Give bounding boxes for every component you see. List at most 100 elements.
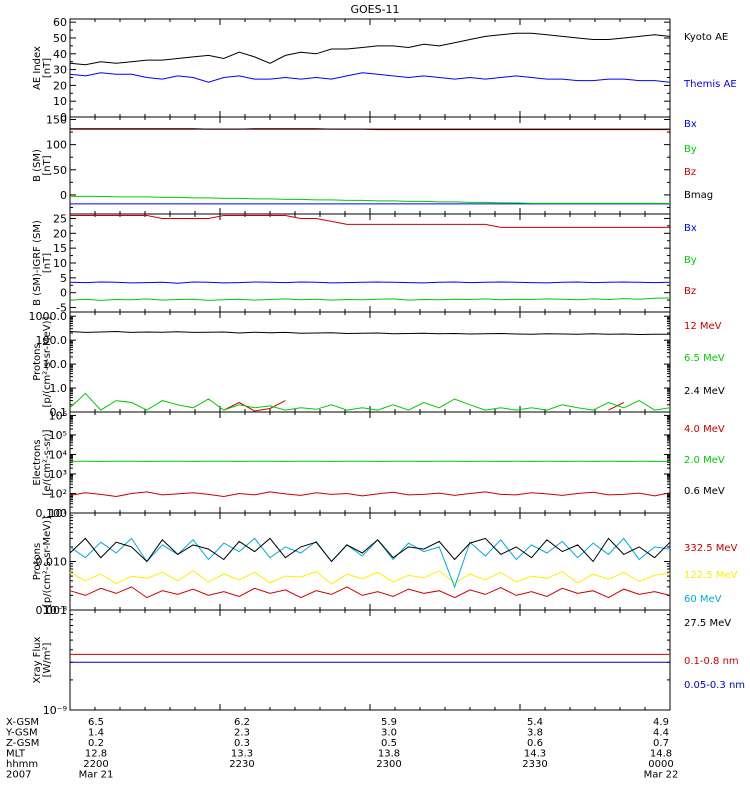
panel-frame	[69, 512, 671, 611]
panel-2: 0 50 100 150 B (SM) [nT] Bx By Bz Bmag	[32, 114, 713, 215]
y-tick-label: 10⁴	[49, 448, 68, 461]
y-axis-label: Protons	[32, 343, 43, 380]
ephemeris-value: 2230	[229, 759, 254, 770]
ephemeris-value: Mar 21	[79, 770, 114, 781]
y-tick-label: 10¹	[49, 507, 67, 520]
y-tick-label: 0	[60, 189, 67, 202]
y-tick-label: 100.0	[36, 334, 68, 347]
panel-frame	[69, 411, 671, 514]
y-axis-label: Xray Flux	[32, 636, 43, 683]
y-tick-label: 5	[60, 272, 67, 285]
ephemeris-row-label: Y-GSM	[5, 728, 38, 739]
y-tick-label: 1.0	[50, 382, 68, 395]
series-line	[70, 195, 670, 204]
ephemeris-value: 2300	[376, 759, 401, 770]
y-tick-label: 40	[53, 48, 67, 61]
y-tick-label: 25	[53, 212, 67, 225]
y-tick-label: 30	[53, 64, 67, 77]
ephemeris-value: Mar 22	[644, 770, 679, 781]
y-tick-label: 15	[53, 242, 67, 255]
series-line	[69, 537, 671, 589]
series-line	[69, 281, 671, 284]
panel-6: 0.001 0.010 0.100 Protons [p/(cm²-s-sr-MeV)]…	[32, 507, 738, 629]
legend-entry: Bx	[684, 119, 697, 130]
legend-entry: Bz	[684, 167, 696, 178]
ephemeris-value: 6.5	[88, 717, 104, 728]
y-tick-label: 10⁵	[49, 429, 67, 442]
ephemeris-value: 0.2	[88, 738, 104, 749]
ephemeris-value: 0.6	[527, 738, 543, 749]
y-axis-label: [e/(cm²-s-sr)]	[42, 429, 53, 495]
y-tick-label: -5	[56, 302, 67, 315]
ephemeris-value: 2200	[83, 759, 108, 770]
y-tick-label: 50	[53, 32, 67, 45]
ephemeris-row-label: MLT	[6, 749, 26, 760]
ephemeris-value: 6.2	[234, 717, 250, 728]
series-line	[69, 586, 671, 599]
y-axis-label: B (SM)-IGRF (SM)	[32, 220, 43, 306]
legend-entry: Themis AE	[683, 79, 737, 90]
y-tick-label: 10.0	[43, 358, 68, 371]
legend-entry: By	[684, 255, 697, 266]
legend-entry: 0.1-0.8 nm	[684, 656, 739, 667]
series-line	[69, 330, 671, 336]
ephemeris-value: 12.8	[85, 749, 107, 760]
plot-title: GOES-11	[350, 3, 399, 16]
y-tick-label: 10⁶	[49, 409, 68, 422]
panel-3: -5 0 5 10 15 20 25 B (SM)-IGRF (SM) [nT] Bx By Bz	[32, 212, 697, 314]
ephemeris-value: 1.4	[88, 728, 104, 739]
legend-entry: 0.6 MeV	[684, 486, 725, 497]
panel-frame	[69, 116, 671, 215]
legend-entry: 60 MeV	[684, 594, 722, 605]
y-tick-label: 50	[53, 164, 67, 177]
series-line	[69, 569, 671, 585]
y-axis-label: [nT]	[42, 253, 53, 273]
ephemeris-value: 3.8	[527, 728, 543, 739]
ephemeris-table: X-GSMY-GSMZ-GSMMLThhmm20076.51.40.212.82…	[5, 717, 678, 781]
y-axis-label: [p/(cm²-s-sr-MeV)]	[42, 516, 53, 607]
y-axis-label: [nT]	[42, 155, 53, 175]
ephemeris-row-label: Z-GSM	[6, 738, 39, 749]
legend-entry: Bx	[684, 223, 697, 234]
y-tick-label: 0	[60, 287, 67, 300]
legend-entry: 6.5 MeV	[684, 353, 725, 364]
y-tick-label: 20	[53, 227, 67, 240]
ephemeris-value: 0.7	[653, 738, 669, 749]
panel-frame	[69, 609, 671, 711]
ephemeris-value: 2330	[522, 759, 547, 770]
ephemeris-value: 14.3	[524, 749, 546, 760]
legend-entry: 12 MeV	[684, 321, 722, 332]
ephemeris-value: 4.4	[653, 728, 669, 739]
y-axis-label: Protons	[32, 543, 43, 580]
series-line	[69, 297, 671, 301]
legend-entry: Bz	[684, 286, 696, 297]
legend-entry: Bmag	[684, 190, 713, 201]
panel-frame	[69, 18, 671, 118]
y-tick-label: 10⁻⁹	[43, 704, 67, 717]
legend-entry: 27.5 MeV	[684, 618, 731, 629]
y-axis-label: [nT]	[42, 58, 53, 78]
y-tick-label: 20	[53, 79, 67, 92]
ephemeris-value: 3.0	[381, 728, 397, 739]
y-tick-label: 10³	[49, 468, 67, 481]
ephemeris-value: 14.8	[650, 749, 672, 760]
legend-entry: Kyoto AE	[684, 32, 728, 43]
legend-entry: 2.4 MeV	[684, 386, 725, 397]
y-axis-label: AE Index	[32, 46, 43, 90]
panel-frame	[69, 213, 671, 313]
y-tick-label: 0.001	[36, 604, 68, 617]
y-tick-label: 60	[53, 16, 67, 29]
ephemeris-value: 5.4	[527, 717, 543, 728]
y-axis-label: B (SM)	[32, 149, 43, 182]
y-tick-label: 0.010	[36, 556, 68, 569]
y-tick-label: 0	[60, 111, 67, 124]
series-line	[69, 72, 671, 83]
y-tick-label: 0.1	[50, 406, 68, 419]
series-line	[69, 392, 671, 411]
panel-7: 10⁻⁹ 10⁻⁸ Xray Flux [W/m²] 0.1-0.8 nm 0.05-0.…	[32, 604, 745, 717]
ephemeris-row-label: X-GSM	[6, 717, 39, 728]
y-tick-label: 10	[53, 95, 67, 108]
y-axis-label: Electrons	[32, 439, 43, 485]
y-tick-label: 10⁻⁸	[43, 604, 68, 617]
